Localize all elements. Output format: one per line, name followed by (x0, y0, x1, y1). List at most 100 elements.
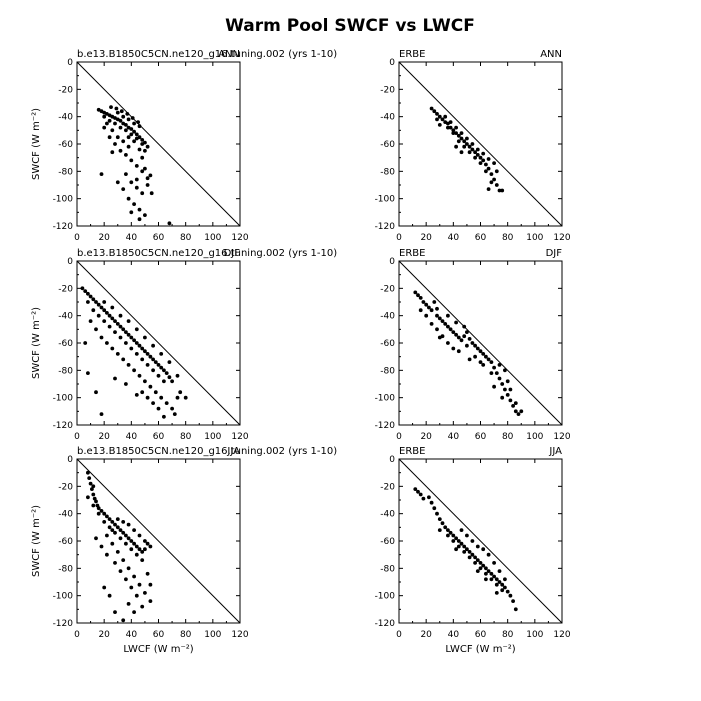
data-point (465, 136, 469, 141)
data-point (492, 384, 496, 389)
data-point (96, 511, 101, 516)
data-point (418, 492, 423, 497)
data-point (492, 161, 496, 166)
data-point (456, 349, 461, 354)
y-tick-label: -60 (380, 537, 395, 547)
data-point (96, 302, 101, 307)
panel-season-label: ANN (218, 49, 240, 60)
panel-left-label: ERBE (399, 248, 425, 259)
data-point (134, 185, 139, 190)
data-point (437, 528, 442, 532)
data-point (86, 300, 90, 304)
data-point (492, 561, 496, 565)
data-point (162, 379, 166, 384)
data-point (134, 164, 139, 168)
data-point (446, 533, 450, 538)
data-point (136, 120, 141, 124)
data-point (130, 116, 135, 120)
data-point (137, 217, 142, 222)
x-tick-label: 40 (126, 432, 138, 442)
data-point (145, 176, 150, 181)
data-point (137, 343, 142, 348)
data-point (132, 139, 137, 144)
data-point (164, 371, 169, 375)
data-point (91, 297, 96, 302)
data-point (91, 492, 96, 497)
data-point (118, 528, 123, 532)
x-tick-label: 40 (448, 233, 460, 243)
data-point (86, 495, 90, 500)
data-point (124, 341, 128, 345)
data-point (159, 365, 164, 370)
data-point (124, 123, 128, 127)
panel-left-label: ERBE (399, 49, 425, 60)
data-point (113, 530, 117, 535)
data-point (494, 371, 499, 375)
data-point (113, 561, 117, 565)
data-point (435, 313, 439, 318)
data-point (143, 379, 147, 384)
data-point (497, 569, 502, 573)
data-point (113, 376, 117, 381)
x-tick-label: 40 (126, 233, 138, 243)
data-point (121, 139, 126, 144)
reference-line (76, 61, 241, 227)
data-point (126, 363, 131, 367)
x-tick-label: 60 (153, 233, 165, 243)
data-point (140, 191, 145, 196)
data-point (118, 313, 123, 318)
data-point (475, 153, 480, 157)
data-point (462, 550, 467, 554)
x-tick-label: 100 (204, 630, 221, 640)
data-point (145, 363, 150, 367)
data-point (489, 180, 494, 185)
x-tick-label: 0 (74, 233, 80, 243)
data-point (470, 341, 475, 345)
y-tick-label: -60 (380, 339, 395, 349)
data-point (437, 123, 442, 127)
data-point (151, 357, 156, 362)
data-point (96, 506, 101, 511)
data-point (519, 409, 524, 414)
data-point (126, 566, 131, 571)
data-point (421, 300, 426, 304)
data-point (110, 346, 115, 351)
data-point (114, 106, 119, 111)
data-point (129, 132, 134, 137)
y-tick-label: -60 (58, 140, 73, 150)
data-point (86, 291, 90, 296)
panel-left-label: b.e13.B1850C5CN.ne120_g16.tuning.002 (yr… (77, 49, 337, 60)
data-point (121, 520, 126, 524)
data-point (115, 525, 120, 530)
data-point (508, 398, 513, 403)
data-point (467, 150, 472, 155)
data-point (451, 128, 456, 133)
data-point (183, 395, 188, 400)
data-point (478, 360, 483, 364)
data-point (437, 316, 442, 321)
data-point (456, 133, 461, 138)
data-point (143, 148, 147, 153)
data-point (478, 561, 483, 565)
data-point (107, 313, 112, 318)
reference-line (76, 458, 241, 624)
data-point (121, 327, 126, 332)
data-point (475, 147, 480, 152)
data-point (432, 300, 437, 304)
data-point (137, 147, 142, 152)
data-point (467, 144, 472, 149)
data-point (448, 530, 453, 535)
data-point (88, 319, 93, 323)
y-tick-label: 0 (67, 58, 73, 68)
data-point (129, 158, 134, 163)
data-point (102, 114, 107, 119)
data-point (151, 401, 156, 405)
data-point (102, 125, 107, 130)
data-point (413, 290, 418, 295)
x-tick-label: 80 (502, 233, 514, 243)
data-point (156, 406, 161, 411)
data-point (105, 341, 109, 345)
data-point (494, 577, 499, 582)
data-point (513, 401, 518, 405)
y-tick-label: -80 (58, 366, 73, 376)
